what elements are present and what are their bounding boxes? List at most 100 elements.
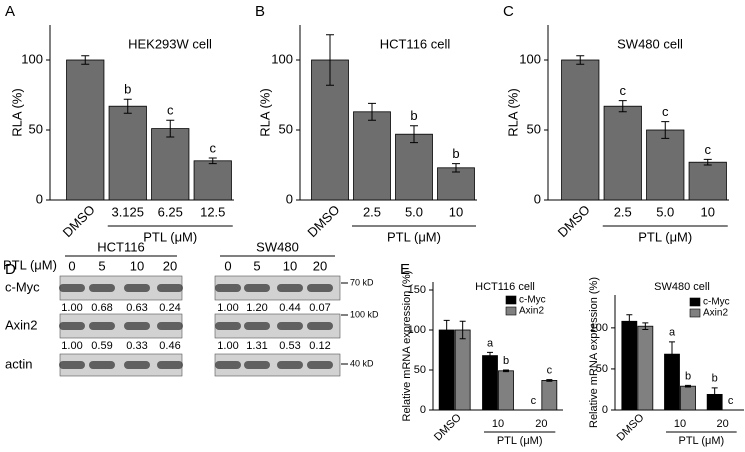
legend-swatch [505,295,517,305]
bar [353,111,391,201]
error-bar [669,341,675,367]
bar [621,320,638,411]
error-bar [326,34,334,86]
significance-letter: c [210,140,217,155]
legend-label: c-Myc [519,295,546,306]
panel-label: E [400,261,410,278]
marker-label: 100 kD [350,309,379,319]
significance-letter: c [620,83,627,98]
band [244,322,270,330]
error-bar [685,384,691,388]
y-tick-label: 50 [29,121,43,136]
chart-title: SW480 cell [654,281,710,293]
legend-swatch [689,308,701,318]
significance-letter: b [685,370,691,382]
dose: 20 [163,258,177,273]
error-bar [368,102,376,121]
y-tick-label: 100 [21,51,43,66]
y-tick-label: 150 [408,284,426,296]
band [157,322,183,330]
legend-label: Axin2 [519,306,544,317]
quantification: 0.53 [279,340,300,352]
quantification: 0.24 [159,302,180,314]
y-tick-label: 0 [286,191,293,206]
quantification: 0.44 [279,302,300,314]
x-tick-label: 2.5 [614,204,632,219]
error-bar [711,387,718,402]
group-label: PTL (μM) [387,229,441,244]
band [89,361,115,369]
quantification: 0.33 [126,340,147,352]
protein-label: Axin2 [5,317,38,332]
y-tick-label: 0 [420,404,426,416]
y-axis-label: Relative mRNA expression (%) [401,271,413,422]
cell-line-label: SW480 [256,239,299,254]
significance-letter: c [728,395,734,407]
y-tick-label: 0 [602,404,608,416]
quantification: 0.68 [91,302,112,314]
band [277,284,303,292]
quantification: 1.00 [61,302,82,314]
y-tick-label: 100 [590,322,608,334]
band [59,322,85,330]
band [307,284,333,292]
significance-letter: b [503,355,509,367]
chart-title: SW480 cell [617,36,683,51]
error-bar [642,322,649,330]
y-axis-label: RLA (%) [505,88,520,136]
bar [498,370,514,411]
x-tick-label: 12.5 [200,204,225,219]
quantification: 1.20 [246,302,267,314]
band [59,284,85,292]
panel-label: D [5,261,16,278]
significance-letter: b [124,82,131,97]
significance-letter: c [531,395,537,407]
significance-letter: b [410,108,417,123]
x-tick-label: DMSO [615,411,647,443]
bar [66,59,105,201]
x-tick-label: 20 [717,418,729,430]
significance-letter: a [669,327,676,339]
band [89,322,115,330]
y-tick-label: 100 [271,51,293,66]
band [124,322,150,330]
bar [193,160,232,201]
dose: 5 [98,258,105,273]
band [307,361,333,369]
quantification: 0.46 [159,340,180,352]
band [244,284,270,292]
x-tick-label: 5.0 [405,204,423,219]
band [157,361,183,369]
error-bar [123,98,132,114]
x-tick-label: 6.25 [158,204,183,219]
bar [395,133,433,201]
legend-swatch [689,297,701,307]
y-tick-label: 100 [519,51,541,66]
dose: 20 [313,258,327,273]
y-tick-label: 50 [527,121,541,136]
significance-letter: c [705,142,712,157]
y-axis-label: RLA (%) [9,88,24,136]
panel-label: B [255,3,265,20]
x-tick-label: DMSO [432,411,464,443]
significance-letter: c [167,103,174,118]
chart-title: HCT116 cell [475,281,535,293]
protein-label: actin [5,356,32,371]
x-tick-label: 10 [674,418,686,430]
y-tick-label: 0 [36,191,43,206]
error-bar [703,158,712,166]
bar [603,105,642,201]
bar [108,105,147,201]
band [157,284,183,292]
dose: 0 [224,258,231,273]
error-bar [452,163,460,173]
error-bar [618,100,627,113]
bar [437,167,475,201]
y-tick-label: 50 [279,121,293,136]
dose: 5 [253,258,260,273]
x-tick-label: DMSO [555,202,593,240]
quantification: 0.63 [126,302,147,314]
quantification: 0.59 [91,340,112,352]
error-bar [410,125,418,144]
